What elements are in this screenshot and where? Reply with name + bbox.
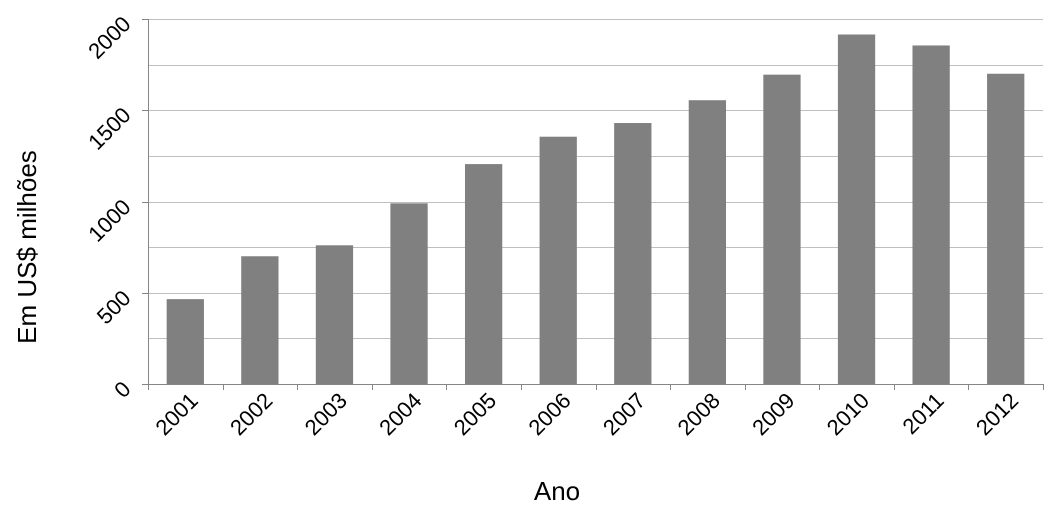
x-tick-label: 2007 (598, 388, 650, 440)
bar (315, 245, 354, 384)
bar (912, 45, 950, 385)
y-tick-label: 1500 (83, 102, 135, 154)
bar (539, 136, 577, 384)
x-tick-label: 2012 (971, 388, 1023, 440)
bar (837, 34, 876, 384)
bar (241, 256, 279, 384)
bar (763, 74, 801, 384)
x-tick-label: 2004 (374, 388, 426, 440)
y-tick-label: 2000 (83, 11, 135, 63)
y-tick-labels: 0 500 1000 1500 2000 (83, 11, 135, 402)
x-tick-label: 2009 (747, 388, 799, 440)
bar (390, 203, 428, 384)
x-tick-labels: 2001 2002 2003 2004 2005 2006 2007 2008 2009 2010… (151, 388, 1024, 440)
bar (688, 100, 727, 385)
x-tick-label: 2002 (225, 388, 277, 440)
x-axis-title: Ano (534, 476, 580, 506)
x-tick-label: 2003 (300, 388, 352, 440)
y-tick-label: 1000 (83, 194, 135, 246)
x-tick-label: 2005 (449, 388, 501, 440)
x-tick-label: 2001 (151, 388, 203, 440)
y-tick-label: 500 (92, 285, 136, 329)
y-tick-label: 0 (109, 376, 135, 402)
gridlines (148, 19, 1043, 339)
x-tick-label: 2006 (523, 388, 575, 440)
x-tick-label: 2008 (673, 388, 725, 440)
y-axis-title: Em US$ milhões (12, 150, 42, 344)
x-tick-label: 2011 (898, 388, 949, 439)
bar (464, 164, 503, 384)
bar (166, 299, 204, 384)
axes (142, 19, 1044, 390)
bar (614, 123, 652, 385)
x-tick-label: 2010 (822, 388, 874, 440)
bar (987, 73, 1025, 384)
bars (166, 34, 1025, 385)
